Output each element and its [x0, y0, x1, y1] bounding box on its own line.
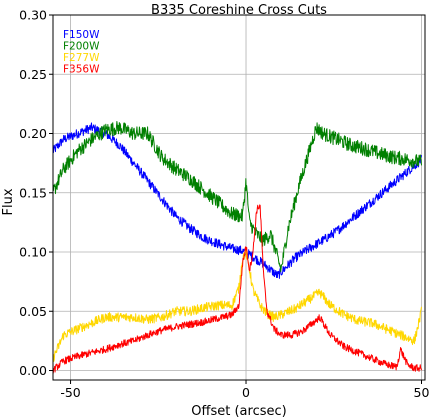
x-tick-label: 0 [242, 385, 250, 400]
y-tick-label: 0.15 [19, 185, 47, 200]
legend-entry-f150w: F150W [63, 29, 100, 41]
series-line-f200w [52, 120, 422, 273]
x-tick-label: -50 [60, 385, 80, 400]
y-axis-label: Flux [1, 188, 16, 215]
x-tick-label: 50 [414, 385, 430, 400]
legend-entry-f200w: F200W [63, 41, 100, 53]
y-tick-label: 0.00 [19, 363, 47, 378]
legend-entry-f277w: F277W [63, 52, 100, 64]
y-tick-label: 0.20 [19, 126, 47, 141]
series-line-f150w [52, 122, 422, 279]
chart-title: B335 Coreshine Cross Cuts [151, 3, 327, 18]
series-layer [52, 120, 422, 375]
y-tick-label: 0.10 [19, 245, 47, 260]
axis-ticks: -50 0 50 0.00 0.05 0.10 0.15 0.20 0.25 0.30 [19, 8, 429, 401]
y-tick-label: 0.05 [19, 304, 47, 319]
x-axis-label: Offset (arcsec) [191, 404, 286, 419]
plot-frame [52, 14, 426, 381]
y-tick-label: 0.25 [19, 67, 47, 82]
y-tick-label: 0.30 [19, 8, 47, 23]
legend-entry-f356w: F356W [63, 64, 100, 76]
series-line-f277w [52, 248, 422, 362]
series-line-f356w [52, 204, 422, 375]
